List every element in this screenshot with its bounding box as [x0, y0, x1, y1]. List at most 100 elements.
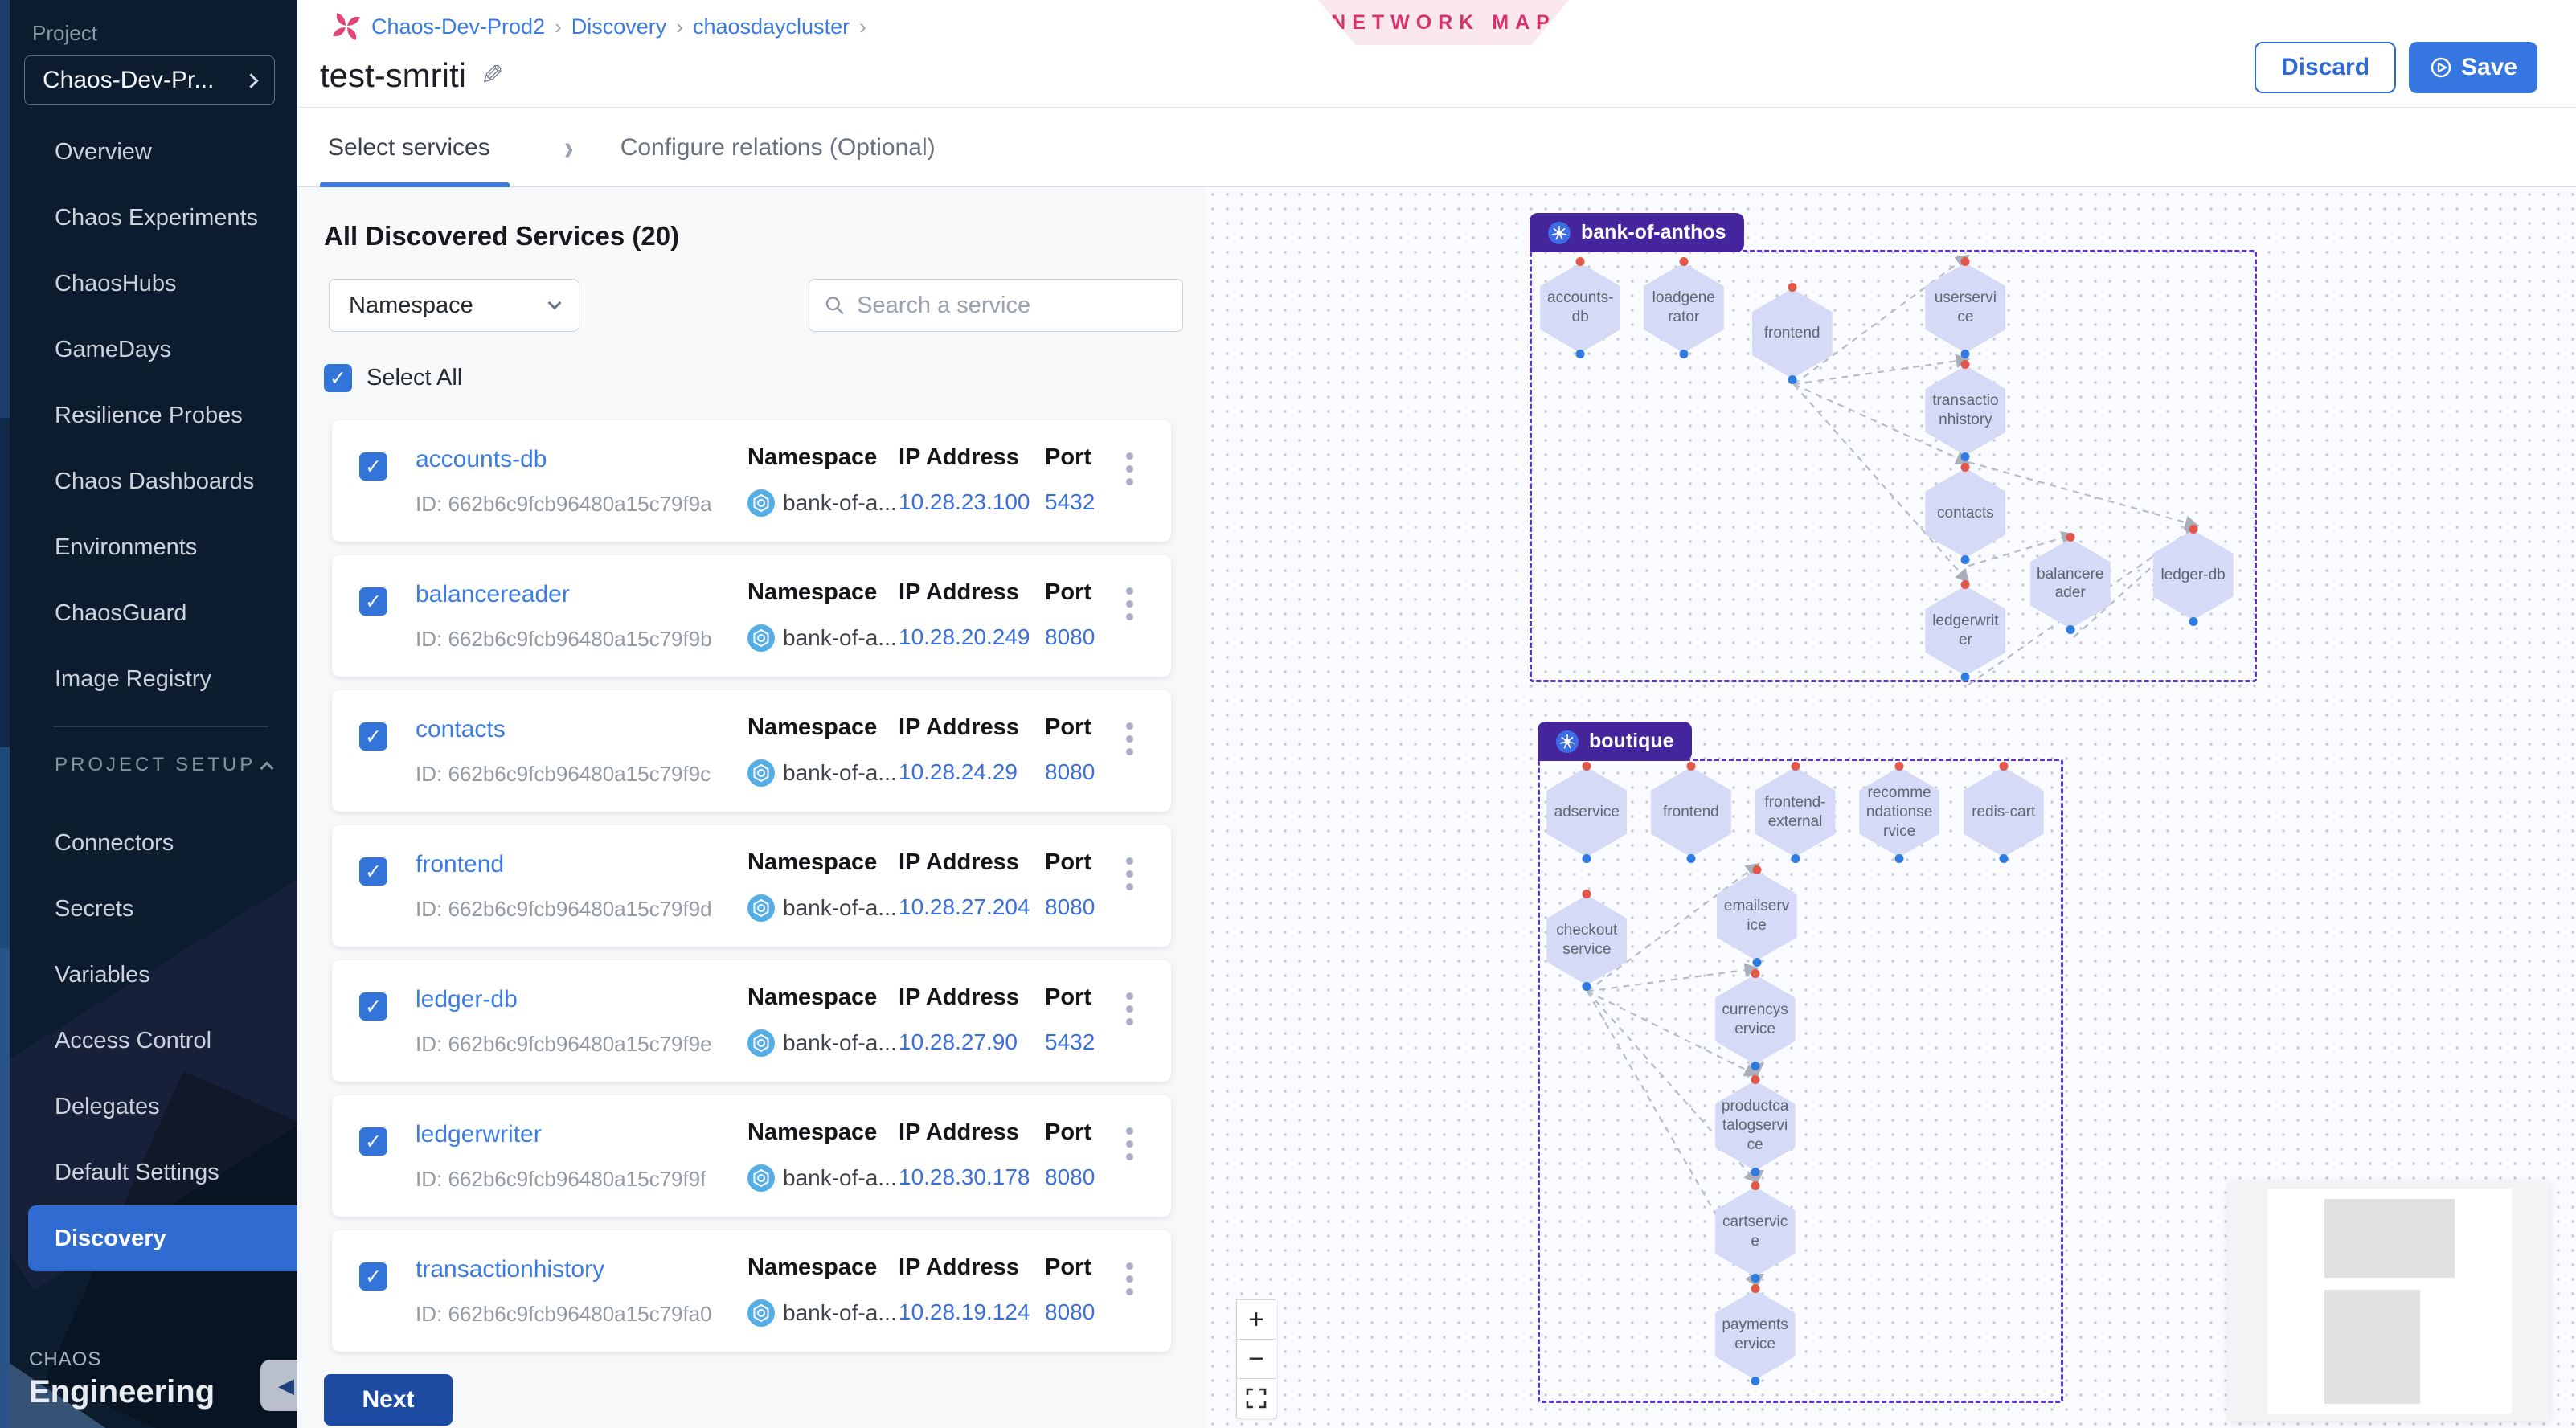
service-port[interactable]: 8080	[1045, 624, 1096, 649]
service-node-emailservice[interactable]: emailservice	[1716, 865, 1797, 967]
service-menu-button[interactable]	[1121, 988, 1138, 1030]
service-node-loadgenerator[interactable]: loadgenerator	[1643, 257, 1724, 359]
service-name-link[interactable]: accounts-db	[416, 446, 547, 473]
service-node-cartservice[interactable]: cartservice	[1714, 1180, 1796, 1283]
service-menu-button[interactable]	[1121, 583, 1138, 625]
sidebar-item-chaoshubs[interactable]: ChaosHubs	[55, 270, 177, 297]
discard-button[interactable]: Discard	[2255, 42, 2396, 93]
service-port[interactable]: 5432	[1045, 489, 1096, 514]
service-name-link[interactable]: frontend	[416, 851, 505, 878]
service-name-link[interactable]: balancereader	[416, 581, 570, 608]
service-name-link[interactable]: contacts	[416, 716, 506, 743]
search-input[interactable]	[857, 292, 1168, 319]
sidebar-item-chaosguard[interactable]: ChaosGuard	[55, 599, 187, 626]
breadcrumb-item[interactable]: Discovery	[571, 14, 667, 39]
select-all-checkbox[interactable]: ✓	[324, 364, 352, 392]
service-ip[interactable]: 10.28.23.100	[899, 489, 1030, 514]
zoom-out-button[interactable]: −	[1236, 1339, 1276, 1379]
fullscreen-button[interactable]	[1236, 1378, 1276, 1418]
service-node-frontend-external[interactable]: frontend-external	[1755, 761, 1836, 863]
service-node-ledger-db[interactable]: ledger-db	[2152, 524, 2234, 626]
service-port[interactable]: 8080	[1045, 1299, 1096, 1324]
service-menu-button[interactable]	[1121, 853, 1138, 895]
service-port[interactable]: 8080	[1045, 894, 1096, 919]
service-node-checkoutservice[interactable]: checkoutservice	[1546, 889, 1628, 991]
service-checkbox[interactable]: ✓	[359, 992, 387, 1021]
sidebar-item-chaos-experiments[interactable]: Chaos Experiments	[55, 204, 259, 231]
service-name-link[interactable]: transactionhistory	[416, 1256, 605, 1283]
sidebar-item-delegates[interactable]: Delegates	[55, 1093, 160, 1119]
sidebar-item-discovery[interactable]: Discovery	[28, 1205, 297, 1271]
inbound-port-dot	[1686, 761, 1696, 771]
outbound-port-dot	[1751, 1167, 1760, 1176]
edit-title-icon[interactable]: ✎	[481, 60, 504, 91]
service-name-link[interactable]: ledgerwriter	[416, 1121, 542, 1148]
service-node-transactionhistory[interactable]: transactionhistory	[1925, 359, 2006, 461]
breadcrumb-item[interactable]: Chaos-Dev-Prod2	[371, 14, 546, 39]
service-menu-button[interactable]	[1121, 718, 1138, 760]
sidebar-item-secrets[interactable]: Secrets	[55, 895, 134, 922]
breadcrumb-item[interactable]: chaosdaycluster	[692, 14, 850, 39]
service-name-link[interactable]: ledger-db	[416, 986, 518, 1013]
service-node-productcatalogservice[interactable]: productcatalogservice	[1714, 1074, 1796, 1176]
node-label: recommendationservice	[1865, 784, 1933, 840]
service-port[interactable]: 8080	[1045, 759, 1096, 784]
cluster-badge[interactable]: boutique	[1538, 722, 1692, 761]
node-label: currencyservice	[1722, 1000, 1788, 1037]
service-menu-button[interactable]	[1121, 1123, 1138, 1165]
save-button[interactable]: Save	[2409, 42, 2537, 93]
service-checkbox[interactable]: ✓	[359, 452, 387, 481]
project-selector[interactable]: Chaos-Dev-Pr...	[24, 55, 275, 105]
service-ip[interactable]: 10.28.19.124	[899, 1299, 1030, 1324]
sidebar-item-resilience-probes[interactable]: Resilience Probes	[55, 402, 243, 428]
service-node-adservice[interactable]: adservice	[1546, 761, 1628, 863]
service-ip[interactable]: 10.28.30.178	[899, 1164, 1030, 1189]
sidebar-collapse-button[interactable]: ◀	[260, 1360, 297, 1411]
node-label: adservice	[1554, 803, 1620, 820]
cluster-badge[interactable]: bank-of-anthos	[1530, 213, 1744, 252]
tab-select-services[interactable]: Select services	[328, 133, 490, 161]
col-header-ip: IP Address	[899, 714, 1019, 740]
service-node-ledgerwriter[interactable]: ledgerwriter	[1925, 579, 2006, 681]
service-node-currencyservice[interactable]: currencyservice	[1714, 968, 1796, 1070]
sidebar-item-environments[interactable]: Environments	[55, 534, 198, 560]
service-node-accounts-db[interactable]: accounts-db	[1540, 257, 1621, 359]
service-node-recommendationservice[interactable]: recommendationservice	[1859, 761, 1940, 863]
service-menu-button[interactable]	[1121, 448, 1138, 490]
service-checkbox[interactable]: ✓	[359, 1262, 387, 1291]
service-ip[interactable]: 10.28.20.249	[899, 624, 1030, 649]
zoom-in-button[interactable]: +	[1236, 1299, 1276, 1340]
service-node-balancereader[interactable]: balancereader	[2029, 533, 2111, 635]
service-checkbox[interactable]: ✓	[359, 587, 387, 616]
service-node-userservice[interactable]: userservice	[1925, 257, 2006, 359]
service-ip[interactable]: 10.28.24.29	[899, 759, 1018, 784]
service-node-contacts[interactable]: contacts	[1925, 462, 2006, 564]
service-ip[interactable]: 10.28.27.90	[899, 1029, 1018, 1054]
service-node-paymentservice[interactable]: paymentservice	[1714, 1284, 1796, 1385]
sidebar-item-chaos-dashboards[interactable]: Chaos Dashboards	[55, 468, 255, 494]
service-port[interactable]: 8080	[1045, 1164, 1096, 1189]
sidebar-item-default-settings[interactable]: Default Settings	[55, 1159, 219, 1185]
service-node-redis-cart[interactable]: redis-cart	[1963, 761, 2044, 863]
sidebar-item-gamedays[interactable]: GameDays	[55, 336, 172, 362]
service-checkbox[interactable]: ✓	[359, 722, 387, 751]
sidebar-item-image-registry[interactable]: Image Registry	[55, 665, 212, 692]
service-port[interactable]: 5432	[1045, 1029, 1096, 1054]
tab-configure-relations[interactable]: Configure relations (Optional)	[620, 133, 936, 161]
map-minimap[interactable]	[2229, 1181, 2549, 1421]
service-menu-button[interactable]	[1121, 1258, 1138, 1300]
sidebar-item-connectors[interactable]: Connectors	[55, 829, 174, 856]
inbound-port-dot	[1751, 1180, 1760, 1190]
sidebar-item-variables[interactable]: Variables	[55, 961, 150, 988]
sidebar: Project Chaos-Dev-Pr... Overview Chaos Ex…	[0, 0, 297, 1428]
service-ip[interactable]: 10.28.27.204	[899, 894, 1030, 919]
service-checkbox[interactable]: ✓	[359, 1127, 387, 1156]
sidebar-item-overview[interactable]: Overview	[55, 138, 152, 165]
service-node-frontend[interactable]: frontend	[1751, 283, 1833, 385]
sidebar-item-access-control[interactable]: Access Control	[55, 1027, 212, 1054]
project-setup-header[interactable]: PROJECT SETUP	[55, 754, 274, 776]
service-checkbox[interactable]: ✓	[359, 857, 387, 886]
namespace-filter-dropdown[interactable]: Namespace	[329, 279, 579, 332]
service-node-frontend[interactable]: frontend	[1650, 761, 1731, 863]
next-button[interactable]: Next	[324, 1374, 453, 1426]
